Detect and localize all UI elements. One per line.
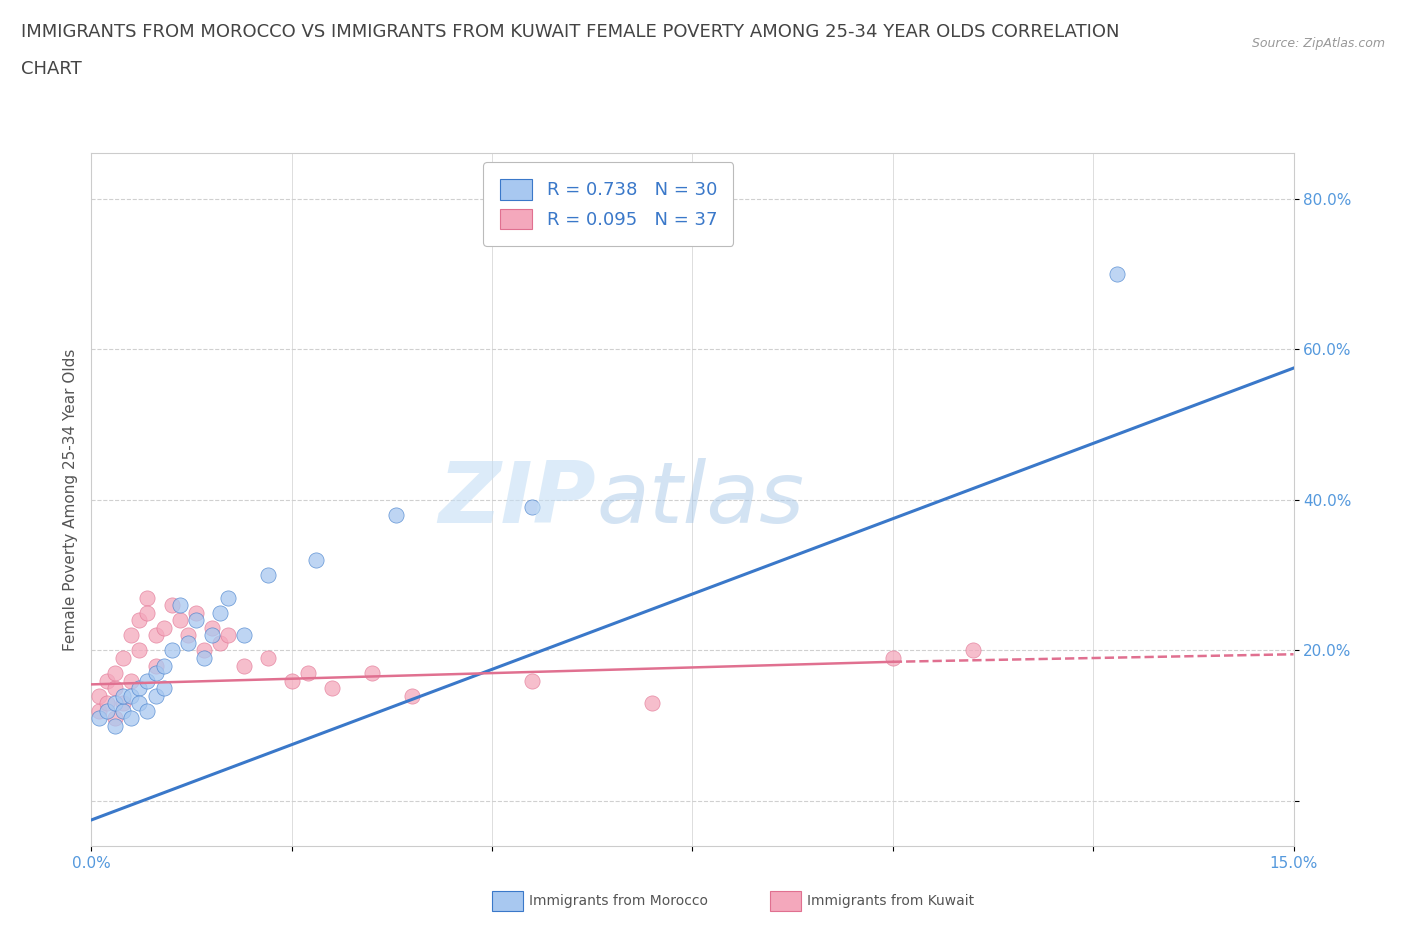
Point — [217, 591, 239, 605]
Point — [104, 711, 127, 725]
Point — [193, 651, 215, 666]
Point — [641, 696, 664, 711]
Point — [145, 658, 167, 673]
Point — [360, 666, 382, 681]
Point — [321, 681, 343, 696]
Point — [882, 651, 904, 666]
Point — [121, 628, 143, 643]
Text: Source: ZipAtlas.com: Source: ZipAtlas.com — [1251, 37, 1385, 50]
Point — [256, 651, 278, 666]
Point — [121, 711, 143, 725]
Point — [297, 666, 319, 681]
Point — [201, 628, 224, 643]
Y-axis label: Female Poverty Among 25-34 Year Olds: Female Poverty Among 25-34 Year Olds — [62, 349, 77, 651]
Legend: R = 0.738   N = 30, R = 0.095   N = 37: R = 0.738 N = 30, R = 0.095 N = 37 — [484, 163, 734, 246]
Point — [217, 628, 239, 643]
Point — [169, 598, 191, 613]
Point — [152, 658, 174, 673]
Text: ZIP: ZIP — [439, 458, 596, 541]
Point — [121, 673, 143, 688]
Point — [136, 605, 159, 620]
Point — [385, 508, 408, 523]
Point — [112, 688, 135, 703]
Point — [136, 703, 159, 718]
Point — [145, 666, 167, 681]
Point — [96, 696, 118, 711]
Point — [256, 567, 278, 582]
Point — [112, 696, 135, 711]
Text: CHART: CHART — [21, 60, 82, 78]
Point — [193, 643, 215, 658]
Text: atlas: atlas — [596, 458, 804, 541]
Point — [184, 605, 207, 620]
Point — [128, 613, 150, 628]
Point — [401, 688, 423, 703]
Point — [232, 628, 254, 643]
Point — [305, 552, 328, 567]
Point — [96, 703, 118, 718]
Point — [208, 605, 231, 620]
Point — [128, 681, 150, 696]
Point — [184, 613, 207, 628]
Point — [522, 673, 544, 688]
Point — [169, 613, 191, 628]
Text: IMMIGRANTS FROM MOROCCO VS IMMIGRANTS FROM KUWAIT FEMALE POVERTY AMONG 25-34 YEA: IMMIGRANTS FROM MOROCCO VS IMMIGRANTS FR… — [21, 23, 1119, 41]
Point — [112, 703, 135, 718]
Point — [160, 598, 183, 613]
Point — [104, 696, 127, 711]
Point — [1107, 267, 1129, 282]
Point — [176, 628, 198, 643]
Point — [145, 688, 167, 703]
Point — [128, 643, 150, 658]
Point — [176, 635, 198, 650]
Point — [136, 591, 159, 605]
Point — [104, 666, 127, 681]
Point — [232, 658, 254, 673]
Point — [89, 703, 111, 718]
Point — [152, 681, 174, 696]
Point — [96, 673, 118, 688]
Point — [89, 711, 111, 725]
Point — [145, 628, 167, 643]
Point — [112, 651, 135, 666]
Point — [104, 718, 127, 733]
Point — [522, 500, 544, 515]
Point — [128, 696, 150, 711]
Point — [121, 688, 143, 703]
Point — [281, 673, 304, 688]
Point — [152, 620, 174, 635]
Point — [160, 643, 183, 658]
Point — [201, 620, 224, 635]
Point — [962, 643, 984, 658]
Text: Immigrants from Morocco: Immigrants from Morocco — [529, 894, 707, 909]
Point — [136, 673, 159, 688]
Point — [89, 688, 111, 703]
Text: Immigrants from Kuwait: Immigrants from Kuwait — [807, 894, 974, 909]
Point — [208, 635, 231, 650]
Point — [104, 681, 127, 696]
